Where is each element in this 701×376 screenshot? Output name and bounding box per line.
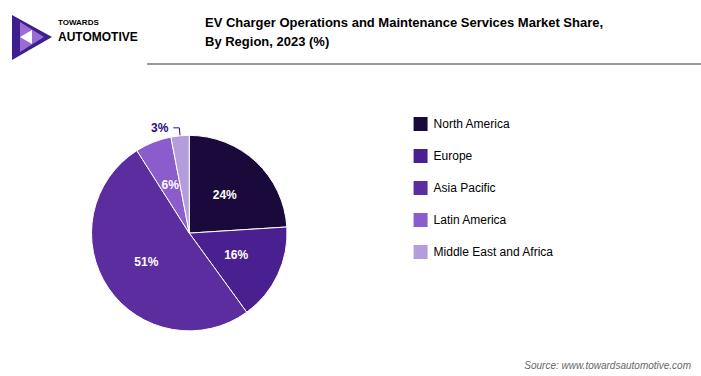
svg-text:Asia Pacific: Asia Pacific <box>434 181 496 195</box>
svg-text:16%: 16% <box>224 248 248 262</box>
svg-text:Source: www.towardsautomotive.: Source: www.towardsautomotive.com <box>524 360 691 371</box>
svg-text:North America: North America <box>434 117 510 131</box>
svg-text:6%: 6% <box>161 178 179 192</box>
svg-text:Middle East and Africa: Middle East and Africa <box>434 245 554 259</box>
svg-text:Europe: Europe <box>434 149 473 163</box>
svg-text:AUTOMOTIVE: AUTOMOTIVE <box>58 30 138 44</box>
svg-text:24%: 24% <box>213 188 237 202</box>
svg-text:By Region, 2023 (%): By Region, 2023 (%) <box>205 34 329 49</box>
svg-text:EV Charger Operations and Main: EV Charger Operations and Maintenance Se… <box>205 15 603 30</box>
svg-text:51%: 51% <box>134 255 158 269</box>
svg-text:Latin America: Latin America <box>434 213 507 227</box>
svg-text:3%: 3% <box>151 121 169 135</box>
svg-text:TOWARDS: TOWARDS <box>58 18 99 27</box>
